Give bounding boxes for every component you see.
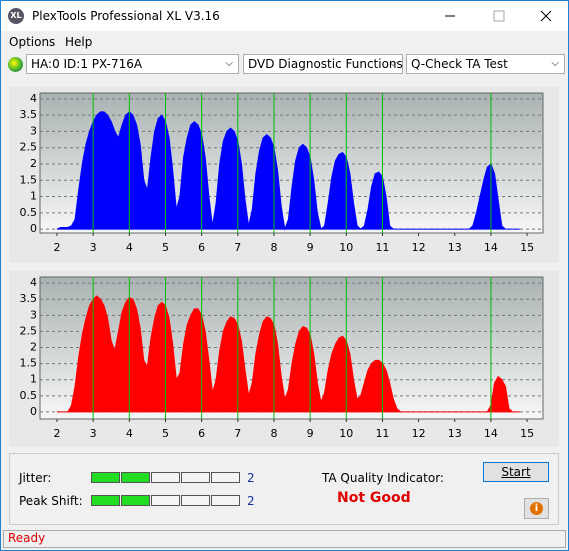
histogram-area <box>56 295 520 413</box>
level-segment <box>181 495 210 506</box>
jitter-label: Jitter: <box>19 471 52 485</box>
status-bar: Ready <box>3 530 566 548</box>
y-tick-label: 2 <box>30 341 37 354</box>
x-tick-label: 4 <box>126 427 133 440</box>
x-tick-label: 7 <box>234 427 241 440</box>
y-tick-label: 3.5 <box>20 292 38 305</box>
level-segment <box>211 495 240 506</box>
ta-result: Not Good <box>337 490 411 506</box>
y-tick-label: 4 <box>30 92 37 105</box>
x-tick-label: 6 <box>198 241 205 254</box>
app-icon: XL <box>8 8 24 24</box>
chart-top: 4 3.5 3 2.5 2 1.5 1 0.5 0 2 3 4 5 6 7 8 9 10 11 12 13 14 15 <box>9 87 559 263</box>
x-tick-label: 15 <box>520 427 534 440</box>
start-text: Start <box>501 465 531 479</box>
peak-shift-label: Peak Shift: <box>19 494 83 508</box>
close[interactable] <box>540 10 552 22</box>
function-text: DVD Diagnostic Functions <box>248 57 403 71</box>
y-tick-label: 1.5 <box>20 357 38 370</box>
y-tick-label: 1 <box>30 190 37 203</box>
y-tick-label: 0.5 <box>20 206 38 219</box>
level-segment <box>121 472 150 483</box>
ta-label: TA Quality Indicator: <box>322 471 444 485</box>
start-button[interactable]: Start <box>483 462 549 482</box>
x-tick-label: 13 <box>448 427 462 440</box>
x-tick-label: 11 <box>375 427 389 440</box>
x-tick-label: 6 <box>198 427 205 440</box>
drive-select[interactable]: HA:0 ID:1 PX-716A ⌵ <box>26 54 239 74</box>
window-title: PlexTools Professional XL V3.16 <box>32 9 220 23</box>
x-tick-label: 5 <box>162 241 169 254</box>
result-panel <box>9 453 559 525</box>
level-segment <box>151 472 180 483</box>
x-tick-label: 2 <box>53 427 60 440</box>
drive-text: HA:0 ID:1 PX-716A <box>31 57 143 71</box>
x-tick-label: 15 <box>520 241 534 254</box>
y-tick-label: 1 <box>30 373 37 386</box>
test-text: Q-Check TA Test <box>411 57 508 71</box>
y-tick-label: 3.5 <box>20 108 38 121</box>
x-tick-label: 12 <box>412 241 426 254</box>
x-tick-label: 8 <box>270 241 277 254</box>
drive-icon <box>8 57 23 72</box>
x-tick-label: 12 <box>412 427 426 440</box>
info-button[interactable]: i <box>524 498 549 519</box>
title-bar: XL PlexTools Professional XL V3.16 <box>1 1 568 31</box>
chart-bottom: 4 3.5 3 2.5 2 1.5 1 0.5 0 2 3 4 5 6 7 8 9 10 11 12 13 14 15 <box>9 271 559 447</box>
y-tick-label: 3 <box>30 308 37 321</box>
level-segment <box>91 472 120 483</box>
x-tick-label: 10 <box>339 241 353 254</box>
y-tick-label: 2 <box>30 157 37 170</box>
info-icon: i <box>530 502 543 515</box>
level-segment <box>181 472 210 483</box>
x-tick-label: 9 <box>307 427 314 440</box>
level-segment <box>211 472 240 483</box>
x-tick-label: 14 <box>484 241 498 254</box>
y-tick-label: 4 <box>30 276 37 289</box>
function-select[interactable]: DVD Diagnostic Functions ⌵ <box>243 54 403 74</box>
jitter-value: 2 <box>247 471 255 485</box>
x-tick-label: 8 <box>270 427 277 440</box>
menu-options-label[interactable]: Options <box>9 35 56 49</box>
x-tick-label: 7 <box>234 241 241 254</box>
x-tick-label: 14 <box>484 427 498 440</box>
y-tick-label: 3 <box>30 124 37 137</box>
x-tick-label: 4 <box>126 241 133 254</box>
test-select[interactable]: Q-Check TA Test ⌵ <box>406 54 565 74</box>
peak-shift-value: 2 <box>247 494 255 508</box>
level-segment <box>151 495 180 506</box>
x-tick-label: 5 <box>162 427 169 440</box>
window-controls[interactable] <box>431 1 568 31</box>
x-tick-label: 3 <box>90 427 97 440</box>
x-tick-label: 10 <box>339 427 353 440</box>
x-tick-label: 11 <box>375 241 389 254</box>
status-text: Ready <box>8 531 46 545</box>
level-segment <box>91 495 120 506</box>
y-tick-label: 0 <box>30 222 37 235</box>
histogram-area <box>56 111 520 232</box>
menu-help[interactable]: Help <box>65 35 93 49</box>
y-tick-label: 1.5 <box>20 173 38 186</box>
maximize[interactable] <box>493 10 505 22</box>
x-tick-label: 3 <box>90 241 97 254</box>
y-tick-label: 2.5 <box>20 324 38 337</box>
x-tick-label: 2 <box>53 241 60 254</box>
y-tick-label: 0 <box>30 405 37 418</box>
x-tick-label: 13 <box>448 241 462 254</box>
level-segment <box>121 495 150 506</box>
y-tick-label: 0.5 <box>20 389 38 402</box>
x-tick-label: 9 <box>307 241 314 254</box>
y-tick-label: 2.5 <box>20 141 38 154</box>
